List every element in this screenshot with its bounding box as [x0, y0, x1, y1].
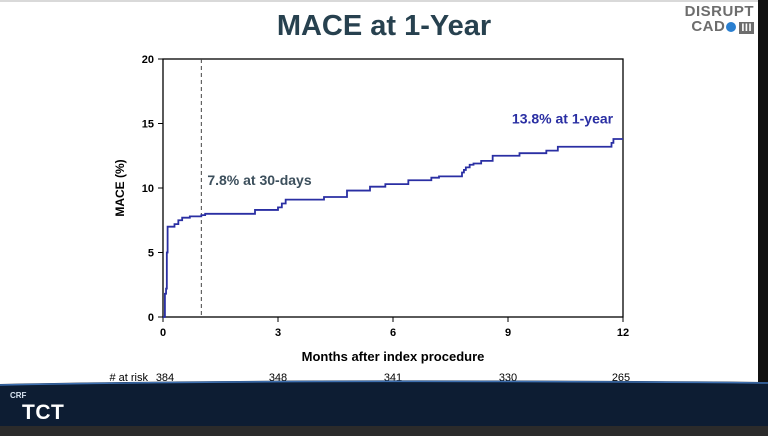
plot-frame: [162, 58, 624, 318]
crf-logo-text: CRF: [10, 391, 27, 400]
slide-title: MACE at 1-Year: [276, 10, 492, 42]
at-risk-value: 384: [156, 372, 174, 384]
logo-line2: CAD III: [685, 19, 754, 34]
x-axis-label: Months after index procedure: [302, 349, 485, 364]
y-tick-label: 15: [142, 119, 154, 131]
annotation-1-year: 13.8% at 1-year: [512, 111, 614, 127]
y-tick-label: 0: [148, 312, 154, 324]
top-frame-line: [0, 0, 768, 2]
logo-roman-numeral: III: [739, 22, 754, 34]
bottom-strip: [0, 426, 768, 436]
y-tick-label: 20: [142, 54, 154, 66]
x-tick-label: 12: [617, 327, 629, 339]
tct-logo-text: TCT: [22, 401, 65, 424]
annotation-30-days: 7.8% at 30-days: [207, 172, 311, 188]
y-tick-label: 5: [148, 248, 154, 260]
y-tick-label: 10: [142, 183, 154, 195]
y-axis-ticks: 0 5 10 15 20: [142, 54, 163, 324]
y-axis-label: MACE (%): [113, 159, 127, 216]
x-tick-label: 3: [275, 327, 281, 339]
disrupt-cad-logo: DISRUPT CAD III: [685, 4, 754, 34]
x-tick-label: 0: [160, 327, 166, 339]
footer-bar: [0, 386, 768, 426]
x-tick-label: 6: [390, 327, 396, 339]
logo-line1: DISRUPT: [684, 3, 754, 20]
mace-curve: [163, 138, 623, 318]
x-tick-label: 9: [505, 327, 511, 339]
logo-dot-icon: [726, 22, 737, 33]
at-risk-label: # at risk: [109, 372, 148, 384]
right-frame-bar: [758, 0, 768, 436]
logo-cad-text: CAD: [691, 18, 726, 35]
x-axis-ticks: 0 3 6 9 12: [160, 317, 629, 339]
